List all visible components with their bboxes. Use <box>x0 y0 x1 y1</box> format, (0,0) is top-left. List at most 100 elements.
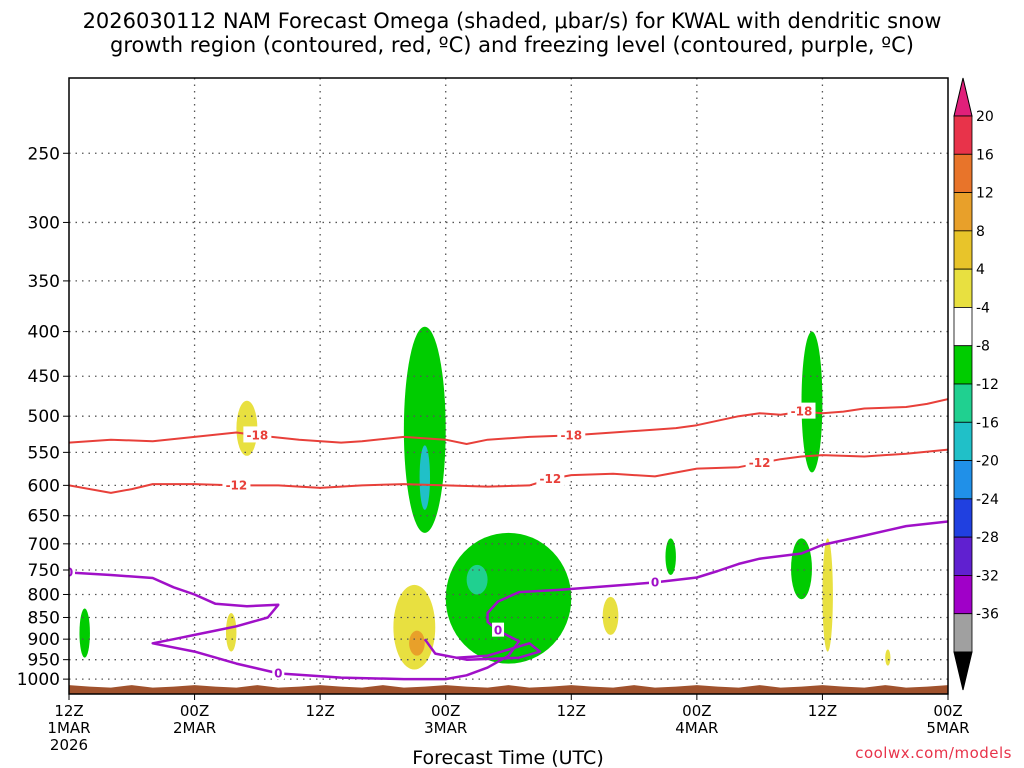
y-tick-label: 850 <box>28 608 60 628</box>
omega-region-2 <box>445 532 572 664</box>
colorbar-bin <box>953 153 973 193</box>
dendritic-contour-label: -12 <box>749 456 771 470</box>
dendritic-contour-label: -12 <box>540 472 562 486</box>
colorbar-label: -8 <box>976 339 990 355</box>
omega-region-4 <box>801 331 823 473</box>
colorbar-label: 16 <box>976 147 994 163</box>
plot-frame <box>68 77 949 695</box>
contour-label-bg <box>272 665 285 680</box>
x-tick-label: 00Z <box>180 702 209 720</box>
colorbar-label: -36 <box>976 607 999 623</box>
contour-label-bg <box>536 469 565 486</box>
colorbar-bin <box>953 307 973 347</box>
colorbar-bin <box>953 192 973 232</box>
y-tick-label: 500 <box>28 407 60 427</box>
x-axis-label: Forecast Time (UTC) <box>412 747 603 768</box>
colorbar-bin <box>953 575 973 615</box>
omega-region-6 <box>665 538 676 576</box>
colorbar-top-arrow <box>953 77 973 117</box>
x-tick-label: 12Z <box>808 702 837 720</box>
terrain-band <box>69 684 948 694</box>
dendritic-contour-label: -18 <box>247 428 269 442</box>
omega-region-10 <box>409 630 425 656</box>
colorbar-bin <box>953 613 973 653</box>
colorbar-bin <box>953 536 973 576</box>
contour-label-bg <box>787 402 816 419</box>
colorbar-label: -16 <box>976 415 999 431</box>
omega-region-7 <box>79 608 90 658</box>
omega-region-9 <box>393 584 436 670</box>
chart-title-line-1: 2026030112 NAM Forecast Omega (shaded, μ… <box>82 9 942 33</box>
freezing-level-contour-1 <box>423 638 542 661</box>
contour-label-bg <box>649 574 661 589</box>
contour-label-bg <box>492 622 505 637</box>
omega-region-12 <box>822 538 833 652</box>
omega-region-13 <box>225 612 237 652</box>
contour-label-bg <box>243 426 272 443</box>
x-tick-label: 12Z <box>305 702 334 720</box>
y-tick-label: 550 <box>28 443 60 463</box>
omega-shading <box>79 326 891 670</box>
freezing-contour-label: 0 <box>274 666 282 680</box>
colorbar-label: -24 <box>976 492 999 508</box>
dendritic-contour-label: -12 <box>226 478 248 492</box>
x-tick-label: 2026 <box>50 736 88 754</box>
colorbar-bin <box>953 383 973 423</box>
omega-region-11 <box>602 596 619 635</box>
colorbar-label: 8 <box>976 224 985 240</box>
colorbar-label: -32 <box>976 568 999 584</box>
contour-label-bg <box>557 426 586 443</box>
omega-region-3 <box>466 564 488 595</box>
y-tick-label: 750 <box>28 561 60 581</box>
y-tick-label: 950 <box>28 651 60 671</box>
y-tick-label: 250 <box>28 144 60 164</box>
x-tick-label: 2MAR <box>173 719 216 737</box>
axes: 2503003504004505005506006507007508008509… <box>17 77 970 754</box>
terrain <box>69 684 948 694</box>
dendritic-contour-label: -18 <box>791 405 813 419</box>
colorbar-label: -20 <box>976 454 999 470</box>
credit-text: coolwx.com/models <box>855 744 1012 762</box>
colorbar-label: -4 <box>976 300 990 316</box>
freezing-contour-label: 0 <box>494 624 502 638</box>
y-tick-label: 600 <box>28 476 60 496</box>
omega-region-1 <box>419 445 431 510</box>
x-tick-label: 3MAR <box>424 719 467 737</box>
y-tick-label: 400 <box>28 323 60 343</box>
colorbar-label: 4 <box>976 262 985 278</box>
y-tick-label: 350 <box>28 272 60 292</box>
x-tick-label: 1MAR <box>47 719 90 737</box>
freezing-contour-label: 0 <box>651 575 659 589</box>
colorbar-label: 12 <box>976 186 994 202</box>
x-tick-label: 00Z <box>431 702 460 720</box>
colorbar-bin <box>953 268 973 308</box>
colorbar-bin <box>953 460 973 500</box>
x-tick-label: 12Z <box>557 702 586 720</box>
colorbar-bin <box>953 115 973 155</box>
colorbar-bin <box>953 421 973 461</box>
y-tick-label: 300 <box>28 213 60 233</box>
contour-label-bg <box>69 564 75 579</box>
x-tick-label: 5MAR <box>926 719 969 737</box>
x-tick-label: 00Z <box>682 702 711 720</box>
colorbar: 20 16 12 8 4 -4 -8 -12 -16 -20 -24 -28 -32 -36 <box>953 77 999 691</box>
x-tick-label: 00Z <box>933 702 962 720</box>
dendritic-contour-label: -18 <box>560 428 582 442</box>
freezing-level-contour-0 <box>69 520 948 681</box>
colorbar-label: -12 <box>976 377 999 393</box>
y-tick-label: 700 <box>28 535 60 555</box>
colorbar-bin <box>953 345 973 385</box>
y-tick-label: 650 <box>28 507 60 527</box>
omega-region-14 <box>885 649 891 666</box>
contour-label-bg <box>222 476 251 493</box>
colorbar-label: -28 <box>976 530 999 546</box>
x-tick-label: 4MAR <box>675 719 718 737</box>
omega-region-0 <box>403 326 446 533</box>
y-tick-label: 800 <box>28 585 60 605</box>
contour-label-bg <box>745 454 774 471</box>
colorbar-label: 20 <box>976 109 994 125</box>
chart-title-line-2: growth region (contoured, red, ºC) and f… <box>110 33 914 57</box>
colorbar-bottom-arrow <box>953 651 973 691</box>
